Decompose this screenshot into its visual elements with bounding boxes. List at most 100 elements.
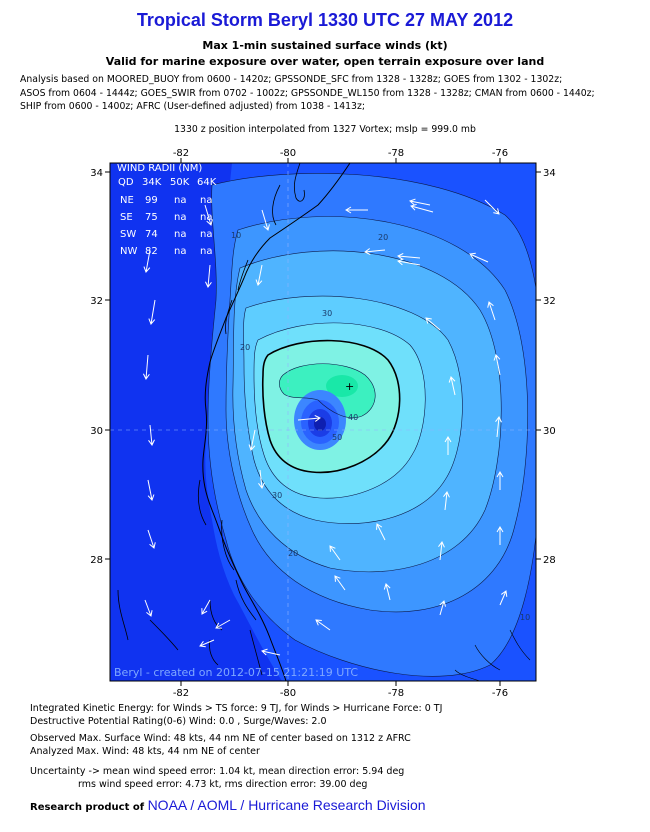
creation-stamp: Beryl - created on 2012-07-15 21:21:19 U…	[114, 666, 358, 679]
wind-vector-arrow	[448, 376, 456, 396]
lat-tick-labels-right: 34 32 30 28	[543, 168, 556, 566]
analysis-sources: Analysis based on MOORED_BUOY from 0600 …	[20, 73, 640, 114]
wind-vector-arrow	[383, 583, 391, 601]
credit-organization[interactable]: NOAA / AOML / Hurricane Research Divisio…	[147, 797, 426, 813]
lon-tick-labels-bottom: -82 -80 -78 -76	[173, 688, 508, 699]
wind-radii-ne-34k: 99	[145, 195, 158, 206]
contour-label: 20	[378, 233, 388, 242]
graticule	[110, 163, 536, 681]
subtitle-exposure: Valid for marine exposure over water, op…	[105, 55, 545, 68]
wind-vector-arrow	[205, 264, 212, 288]
wind-vector-arrow	[345, 206, 368, 214]
wind-radii-se-34k: 75	[145, 212, 158, 223]
contour-lines	[207, 173, 536, 677]
position-note: 1330 z position interpolated from 1327 V…	[174, 124, 476, 135]
map-frame	[109, 162, 537, 682]
wind-vector-arrow	[484, 199, 500, 215]
analysis-line: ASOS from 0604 - 1444z; GOES_SWIR from 0…	[20, 87, 595, 99]
wind-vector-arrow	[248, 429, 256, 451]
wind-vector-arrow	[147, 529, 156, 549]
lon-tick-label: -78	[388, 688, 404, 699]
wind-radii-se-label: SE	[120, 212, 133, 223]
wind-vector-arrow	[397, 258, 421, 266]
contour-label: 30	[322, 309, 332, 318]
wind-radii-ne-50k: na	[174, 195, 186, 206]
wind-vector-arrow	[499, 590, 508, 606]
analyzed-max-wind: Analyzed Max. Wind: 48 kts, 44 nm NE of …	[30, 745, 260, 757]
wind-radii-header-50k: 50K	[170, 177, 190, 188]
wind-vector-arrow	[142, 354, 150, 380]
wind-vector-arrow	[410, 203, 434, 213]
wind-vector-arrow	[144, 599, 153, 617]
lat-tick-label: 30	[90, 426, 103, 437]
contour-34kt	[261, 339, 401, 474]
wind-vector-arrow	[143, 249, 151, 273]
wind-vector-arrow	[334, 575, 346, 591]
bahamas-islands	[454, 629, 531, 681]
lon-tick-label: -80	[280, 148, 296, 159]
lat-tick-label: 34	[90, 168, 103, 179]
contour-label: 20	[288, 549, 298, 558]
contour-label: 10	[231, 231, 241, 240]
contour-labels: 10 20 30 20 40 50 30 20 10	[231, 231, 530, 622]
lat-tick-label: 32	[543, 296, 556, 307]
contour-line	[253, 322, 426, 499]
wind-radii-nw-label: NW	[120, 246, 137, 257]
research-credit: Research product of NOAA / AOML / Hurric…	[30, 797, 426, 813]
wind-vector-arrow	[493, 354, 501, 376]
contour-label: 30	[272, 491, 282, 500]
wind-vector-arrow	[215, 619, 231, 629]
footer-uncertainty: Uncertainty -> mean wind speed error: 1.…	[30, 766, 404, 791]
wind-vector-arrow	[147, 479, 155, 501]
wind-radii-table: WIND RADII (NM) QD 34K 50K 64K NE 99 na …	[117, 163, 217, 257]
uncertainty-mean: Uncertainty -> mean wind speed error: 1.…	[30, 766, 405, 777]
wind-band-44	[326, 375, 358, 397]
lon-tick-labels-top: -82 -80 -78 -76	[173, 148, 508, 159]
wind-vector-arrow	[443, 491, 450, 511]
wind-radii-header-64k: 64K	[197, 177, 217, 188]
wind-radii-nw-34k: 82	[145, 246, 158, 257]
footer-energy: Integrated Kinetic Energy: for Winds > T…	[30, 703, 442, 728]
wind-vector-arrow	[397, 253, 421, 260]
wind-vector-arrow	[439, 600, 446, 616]
wind-radii-header-34k: 34K	[142, 177, 162, 188]
lon-tick-label: -82	[173, 148, 189, 159]
lat-tick-label: 28	[543, 555, 556, 566]
contour-label: 50	[332, 433, 342, 442]
wind-vector-arrow	[199, 639, 215, 648]
contour-line	[243, 295, 463, 524]
wind-vector-arrow	[438, 541, 445, 561]
lat-tick-label: 28	[90, 555, 103, 566]
wind-vector-arrow	[425, 317, 441, 331]
contour-line	[207, 173, 536, 677]
wind-vector-arrow	[204, 204, 213, 226]
wind-vector-arrow	[258, 469, 265, 489]
wind-vector-arrow	[297, 415, 321, 422]
wind-vector-arrow	[496, 471, 504, 490]
contour-line	[232, 250, 502, 573]
lon-tick-label: -82	[173, 688, 189, 699]
tick-marks	[105, 158, 541, 686]
wind-radii-header-qd: QD	[118, 177, 134, 188]
lon-tick-label: -80	[280, 688, 296, 699]
lon-tick-label: -78	[388, 148, 404, 159]
wind-radii-se-50k: na	[174, 212, 186, 223]
wind-radii-ne-label: NE	[120, 195, 134, 206]
contour-line	[225, 216, 528, 613]
wind-vector-arrow	[487, 301, 496, 321]
wind-radii-sw-label: SW	[120, 229, 136, 240]
analysis-line: SHIP from 0600 - 1400z; AFRC (User-defin…	[20, 101, 365, 112]
wind-vector-arrow	[261, 209, 270, 231]
wind-vector-arrow	[364, 248, 386, 255]
footer-maxwind: Observed Max. Surface Wind: 48 kts, 44 n…	[30, 733, 411, 758]
lon-tick-label: -76	[492, 148, 508, 159]
ike-line: Integrated Kinetic Energy: for Winds > T…	[30, 703, 443, 714]
wind-radii-title: WIND RADII (NM)	[117, 163, 202, 174]
coastline	[202, 163, 351, 681]
analysis-line: Analysis based on MOORED_BUOY from 0600 …	[20, 74, 563, 85]
lat-tick-labels-left: 34 32 30 28	[90, 168, 103, 566]
wind-radii-sw-34k: 74	[145, 229, 158, 240]
wind-vector-arrow	[201, 599, 211, 615]
lon-tick-label: -76	[492, 688, 508, 699]
